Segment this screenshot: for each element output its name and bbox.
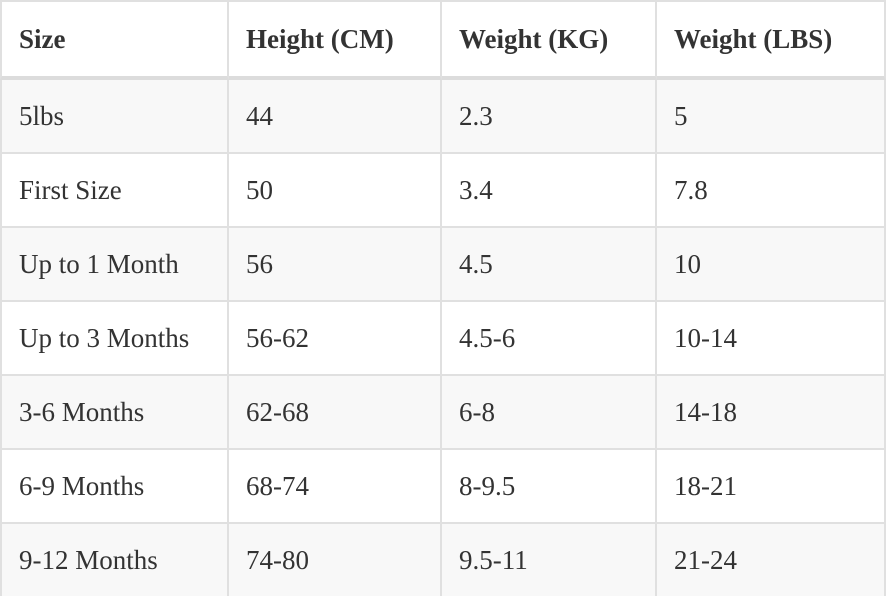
table-cell: 7.8 [657, 154, 886, 228]
table-cell: 6-9 Months [0, 450, 229, 524]
table-cell: 5lbs [0, 80, 229, 154]
table-cell: 62-68 [229, 376, 442, 450]
table-cell: 56-62 [229, 302, 442, 376]
table-cell: 8-9.5 [442, 450, 657, 524]
header-cell: Weight (KG) [442, 0, 657, 80]
table-cell: 74-80 [229, 524, 442, 596]
table-cell: 3-6 Months [0, 376, 229, 450]
table-cell: 21-24 [657, 524, 886, 596]
table-cell: 5 [657, 80, 886, 154]
table-cell: 50 [229, 154, 442, 228]
table-cell: Up to 1 Month [0, 228, 229, 302]
table-cell: 3.4 [442, 154, 657, 228]
table-cell: Up to 3 Months [0, 302, 229, 376]
table-cell: 10-14 [657, 302, 886, 376]
table-cell: 18-21 [657, 450, 886, 524]
table-cell: 44 [229, 80, 442, 154]
table-cell: 9.5-11 [442, 524, 657, 596]
table-cell: 10 [657, 228, 886, 302]
table-cell: 4.5-6 [442, 302, 657, 376]
header-cell: Weight (LBS) [657, 0, 886, 80]
table-cell: 9-12 Months [0, 524, 229, 596]
table-cell: 4.5 [442, 228, 657, 302]
table-cell: First Size [0, 154, 229, 228]
table-cell: 6-8 [442, 376, 657, 450]
table-cell: 2.3 [442, 80, 657, 154]
header-cell: Height (CM) [229, 0, 442, 80]
table-cell: 68-74 [229, 450, 442, 524]
table-cell: 14-18 [657, 376, 886, 450]
header-cell: Size [0, 0, 229, 80]
table-cell: 56 [229, 228, 442, 302]
